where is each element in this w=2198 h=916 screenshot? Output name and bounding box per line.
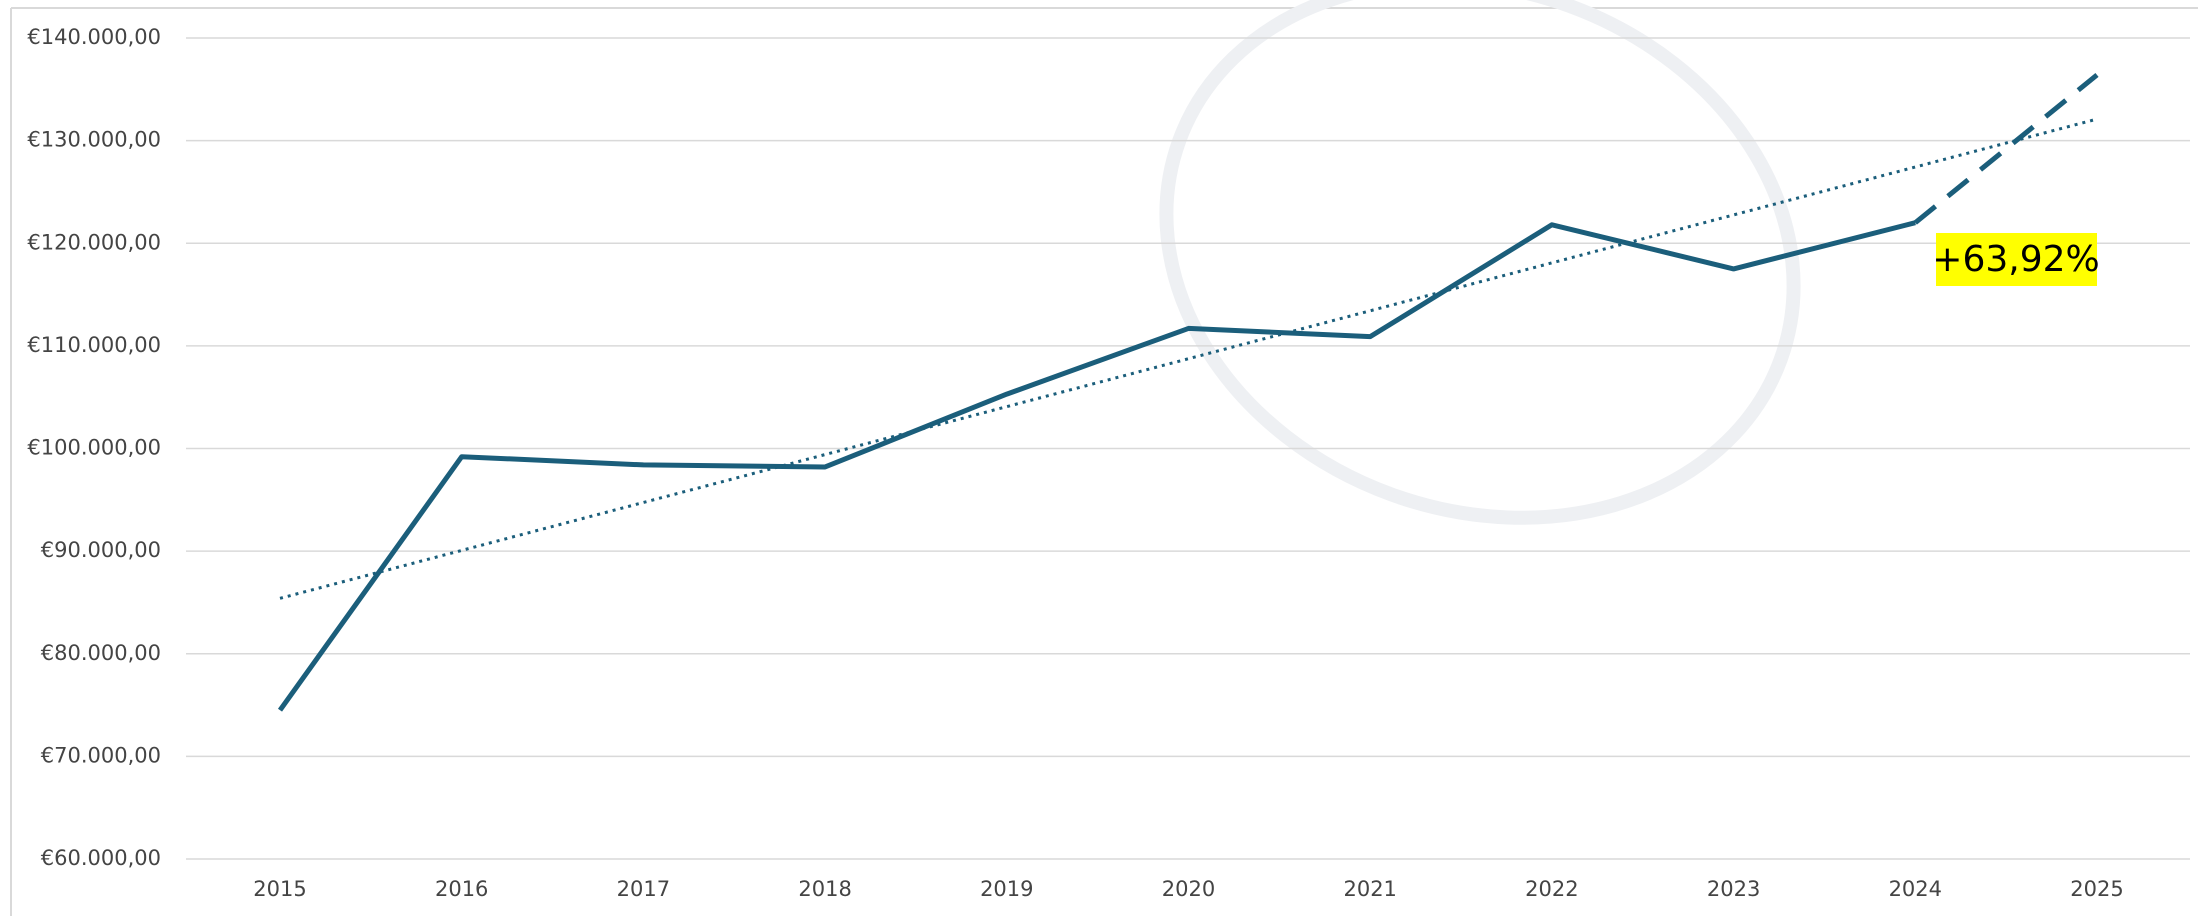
x-tick-label: 2019 xyxy=(980,877,1033,901)
x-tick-label: 2024 xyxy=(1889,877,1942,901)
x-tick-label: 2015 xyxy=(253,877,306,901)
x-tick-label: 2016 xyxy=(435,877,488,901)
x-tick-label: 2020 xyxy=(1162,877,1215,901)
y-tick-label: €140.000,00 xyxy=(27,25,161,49)
x-tick-label: 2023 xyxy=(1707,877,1760,901)
trendline xyxy=(280,119,2097,598)
y-tick-label: €120.000,00 xyxy=(27,230,161,254)
forecast-line xyxy=(1915,75,2097,223)
y-tick-label: €110.000,00 xyxy=(27,333,161,357)
y-tick-label: €90.000,00 xyxy=(41,538,161,562)
x-tick-label: 2025 xyxy=(2070,877,2123,901)
y-tick-label: €100.000,00 xyxy=(27,436,161,460)
background-decoration xyxy=(1090,0,1869,604)
annotation: +63,92% xyxy=(1932,239,2099,280)
x-tick-label: 2022 xyxy=(1525,877,1578,901)
y-tick-label: €130.000,00 xyxy=(27,128,161,152)
chart: €60.000,00 €70.000,00 €80.000,00 €90.000,00… xyxy=(0,0,2198,916)
x-tick-label: 2021 xyxy=(1343,877,1396,901)
y-tick-label: €60.000,00 xyxy=(41,846,161,870)
y-tick-label: €70.000,00 xyxy=(41,743,161,767)
line-series xyxy=(280,223,1915,710)
x-tick-label: 2017 xyxy=(617,877,670,901)
y-tick-label: €80.000,00 xyxy=(41,641,161,665)
x-tick-label: 2018 xyxy=(798,877,851,901)
